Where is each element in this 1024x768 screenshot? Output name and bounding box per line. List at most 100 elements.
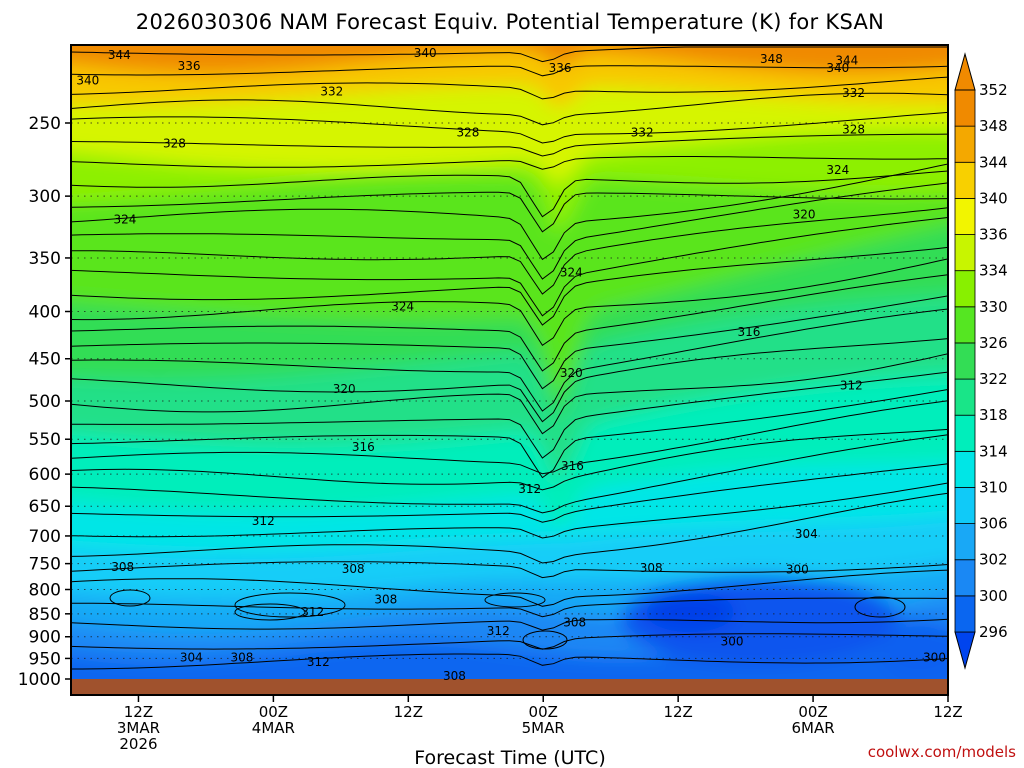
x-tick-label: 3MAR <box>117 719 160 737</box>
contour-line <box>71 246 948 326</box>
contour-label: 312 <box>307 655 330 669</box>
y-tick-label: 800 <box>29 581 61 601</box>
colorbar-max-arrow <box>954 52 976 91</box>
y-tick-label: 900 <box>29 628 61 648</box>
contour-line <box>71 492 948 564</box>
colorbar-swatch <box>954 487 976 525</box>
y-tick-label: 750 <box>29 555 61 575</box>
contour-line <box>71 258 948 347</box>
contour-label: 324 <box>826 163 849 177</box>
color-band <box>71 295 948 484</box>
y-tick-label: 650 <box>29 497 61 517</box>
contour-label: 344 <box>835 54 858 68</box>
colorbar-tick-label: 314 <box>979 442 1008 460</box>
contour-label: 336 <box>178 59 201 73</box>
pressure-axis: 250 300 350 400 450 500 550 600 650 700 750 800 850 9… <box>18 114 71 690</box>
contour-line <box>71 428 948 491</box>
y-tick-label: 400 <box>29 303 61 323</box>
contour-label: 300 <box>786 562 809 576</box>
contour-label: 300 <box>721 635 744 649</box>
contour-line <box>71 163 948 261</box>
contour-line <box>71 182 948 280</box>
contour-cell <box>234 592 346 618</box>
contour-label: 328 <box>163 136 186 150</box>
contour-line <box>71 92 948 126</box>
contour-line <box>71 338 948 423</box>
contour-lines <box>71 46 948 670</box>
contour-label: 304 <box>795 527 818 541</box>
colorbar-tick-label: 326 <box>979 334 1008 352</box>
contour-label: 324 <box>391 299 414 313</box>
y-tick-label: 550 <box>29 430 61 450</box>
y-tick-label: 600 <box>29 465 61 485</box>
x-tick-label: 4MAR <box>252 719 295 737</box>
contour-line <box>71 371 948 459</box>
contour-label: 308 <box>342 562 365 576</box>
contour-label: 332 <box>631 126 654 140</box>
contour-label: 312 <box>518 482 541 496</box>
contour-label: 304 <box>180 651 203 665</box>
colorbar-tick-label: 344 <box>979 153 1008 171</box>
colorbar-tick-label: 322 <box>979 370 1008 388</box>
contour-line <box>71 207 948 295</box>
x-tick-label: 00Z <box>798 703 827 721</box>
contour-label: 340 <box>414 46 437 60</box>
colorbar-swatch <box>954 378 976 416</box>
contour-label: 300 <box>923 651 946 665</box>
colorbar-swatch <box>954 306 976 344</box>
contour-cell <box>854 596 906 618</box>
contour-label: 328 <box>456 126 479 140</box>
color-field <box>71 45 948 695</box>
contour-label: 320 <box>333 382 356 396</box>
cold-pool-core <box>645 592 735 632</box>
contour-label: 328 <box>842 122 865 136</box>
colorbar-swatch <box>954 559 976 597</box>
color-band <box>71 461 948 553</box>
contour-label: 320 <box>560 366 583 380</box>
y-tick-label: 850 <box>29 605 61 625</box>
contour-line <box>71 308 948 412</box>
y-tick-label: 700 <box>29 527 61 547</box>
colorbar-tick-label: 330 <box>979 298 1008 316</box>
contour-label: 332 <box>842 86 865 100</box>
contour-label: 308 <box>374 592 397 606</box>
contour-cell <box>522 630 568 650</box>
y-tick-label: 1000 <box>18 670 61 690</box>
contour-label: 312 <box>252 514 275 528</box>
color-band <box>71 625 948 695</box>
colorbar-swatch <box>954 595 976 633</box>
contour-line <box>71 633 948 650</box>
contour-line <box>71 65 948 77</box>
contour-line <box>71 156 948 170</box>
x-tick-label: 6MAR <box>791 719 834 737</box>
colorbar-min-arrow <box>954 631 976 670</box>
contour-line <box>71 170 948 218</box>
colorbar-swatch <box>954 414 976 452</box>
colorbar-tick-label: 340 <box>979 189 1008 207</box>
contour-label: 308 <box>443 669 466 683</box>
colorbar-tick-label: 352 <box>979 81 1008 99</box>
color-band <box>71 374 948 530</box>
contour-label: 324 <box>114 212 137 226</box>
contour-label: 348 <box>760 52 783 66</box>
contour-line <box>71 597 948 618</box>
contour-line <box>71 434 948 514</box>
contour-line <box>71 111 948 144</box>
colorbar-swatch <box>954 270 976 308</box>
x-axis-label: Forecast Time (UTC) <box>414 747 605 768</box>
credit-text: coolwx.com/models <box>868 743 1016 761</box>
y-tick-label: 950 <box>29 649 61 669</box>
colorbar-tick-label: 306 <box>979 515 1008 533</box>
contour-line <box>71 133 948 157</box>
contour-line <box>71 482 948 539</box>
colorbar-tick-label: 334 <box>979 262 1008 280</box>
contour-line <box>71 653 948 670</box>
contour-label: 324 <box>560 266 583 280</box>
contour-line <box>71 569 948 607</box>
contour-label: 312 <box>840 378 863 392</box>
contour-label: 340 <box>826 61 849 75</box>
contour-label: 312 <box>301 605 324 619</box>
contour-label: 316 <box>352 440 375 454</box>
